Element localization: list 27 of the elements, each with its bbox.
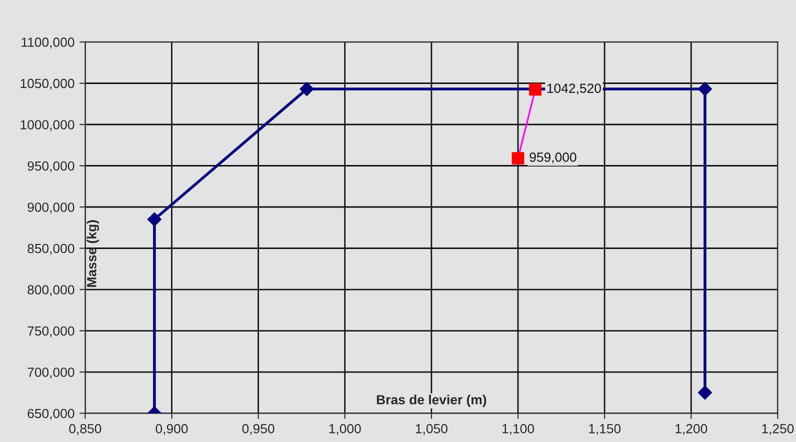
point — [147, 212, 162, 227]
data-label: 1042,520 — [547, 84, 601, 95]
x-tick-label: 1,150 — [589, 424, 621, 435]
x-tick-label: 1,200 — [676, 424, 708, 435]
y-tick-label: 700,000 — [28, 368, 74, 378]
y-tick-label: 750,000 — [28, 326, 74, 338]
y-tick-label: 650,000 — [28, 408, 74, 420]
y-axis-title: Masse (kg) — [86, 220, 100, 287]
x-tick-label: 0,900 — [156, 424, 188, 435]
point — [698, 82, 712, 96]
y-tick-label: 900,000 — [28, 202, 74, 214]
x-tick-label: 1,250 — [762, 424, 794, 435]
point — [299, 82, 314, 96]
y-tick-label: 850,000 — [28, 244, 74, 255]
y-tick-label: 950,000 — [28, 161, 74, 172]
x-tick-label: 0,850 — [69, 424, 102, 435]
data-label: 959,000 — [530, 152, 576, 164]
y-tick-label: 1100,000 — [22, 38, 74, 48]
x-tick-label: 0,950 — [242, 424, 274, 435]
x-axis-title: Bras de levier (m) — [376, 394, 486, 408]
x-tick-label: 1,050 — [416, 424, 448, 435]
point — [698, 385, 712, 400]
x-tick-label: 1,000 — [329, 424, 361, 435]
y-tick-label: 1050,000 — [20, 78, 74, 90]
x-tick-label: 1,100 — [502, 424, 534, 435]
y-tick-label: 800,000 — [28, 285, 74, 296]
y-tick-label: 1000,000 — [20, 120, 74, 131]
